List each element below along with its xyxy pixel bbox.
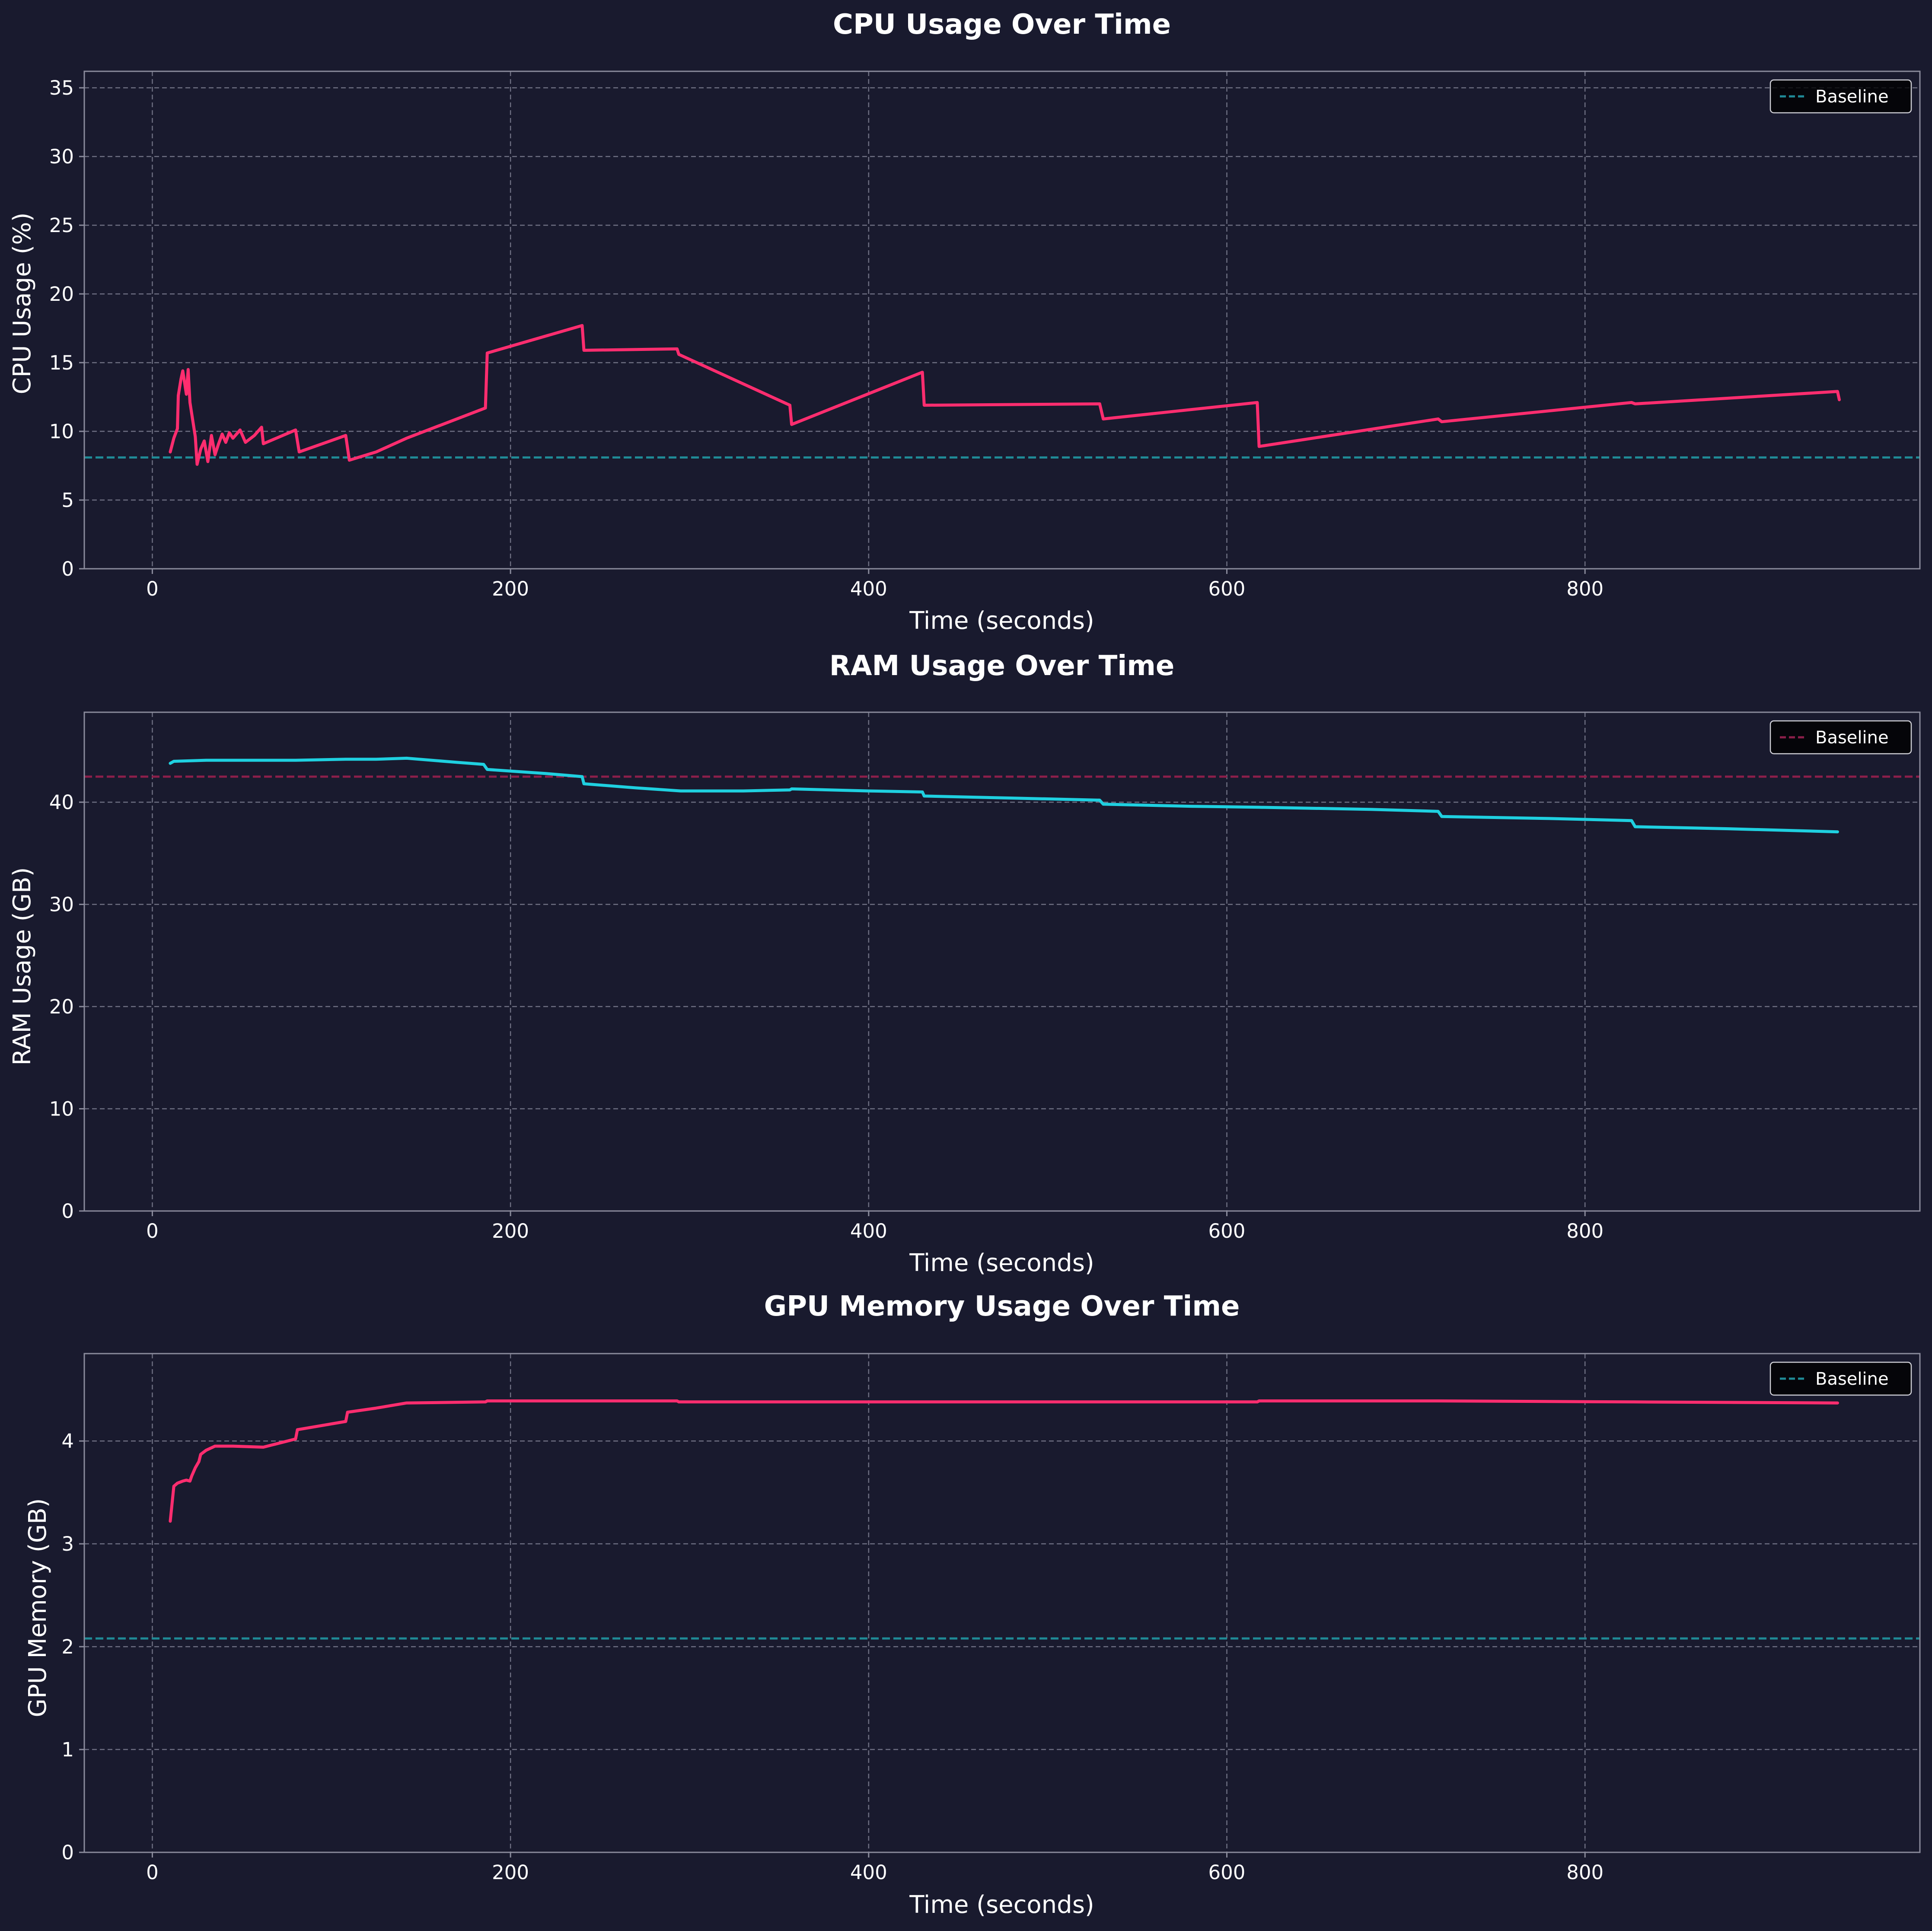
panel-gpu: GPU Memory Usage Over Time Time (seconds… bbox=[24, 1291, 1921, 1919]
ram-y-tick-label: 40 bbox=[49, 791, 74, 814]
ram-y-tick-label: 10 bbox=[49, 1098, 74, 1121]
gpu-x-tick-label: 800 bbox=[1566, 1861, 1604, 1884]
cpu-legend: Baseline bbox=[1769, 79, 1912, 114]
cpu-x-tick-label: 0 bbox=[146, 577, 159, 600]
ram-x-tick-label: 200 bbox=[492, 1220, 529, 1243]
gpu-legend: Baseline bbox=[1769, 1361, 1912, 1396]
gpu-legend-label: Baseline bbox=[1815, 1369, 1889, 1389]
gpu-y-tick-label: 4 bbox=[61, 1430, 74, 1453]
ram-y-axis-label: RAM Usage (GB) bbox=[8, 867, 36, 1066]
cpu-x-tick-label: 400 bbox=[850, 577, 887, 600]
ram-x-tick-label: 600 bbox=[1208, 1220, 1246, 1243]
gpu-axes-frame bbox=[83, 1353, 1921, 1853]
panel-ram: RAM Usage Over Time Time (seconds) RAM U… bbox=[8, 650, 1921, 1277]
cpu-chart-title: CPU Usage Over Time bbox=[833, 9, 1171, 41]
ram-plot-area bbox=[84, 712, 1920, 1211]
ram-x-tick-label: 400 bbox=[850, 1220, 887, 1243]
ram-y-tick-label: 20 bbox=[49, 995, 74, 1018]
cpu-y-tick-label: 10 bbox=[49, 420, 74, 443]
gpu-x-tick-label: 0 bbox=[146, 1861, 159, 1884]
cpu-series-line bbox=[169, 324, 1841, 466]
cpu-axes-frame bbox=[83, 70, 1921, 570]
cpu-y-tick-label: 5 bbox=[61, 489, 74, 512]
gpu-chart-title: GPU Memory Usage Over Time bbox=[764, 1291, 1240, 1322]
cpu-y-tick-label: 15 bbox=[49, 351, 74, 374]
cpu-x-tick-label: 200 bbox=[492, 577, 529, 600]
ram-series-line bbox=[169, 756, 1839, 834]
ram-y-tick-label: 0 bbox=[61, 1200, 74, 1223]
ram-legend-label: Baseline bbox=[1815, 728, 1889, 748]
ram-axes-frame bbox=[83, 711, 1921, 1212]
ram-legend-box bbox=[1769, 720, 1912, 755]
ram-x-tick-label: 800 bbox=[1566, 1220, 1604, 1243]
gpu-y-axis-label: GPU Memory (GB) bbox=[24, 1498, 52, 1717]
cpu-legend-box bbox=[1769, 79, 1912, 114]
cpu-y-tick-label: 20 bbox=[49, 283, 74, 306]
gpu-x-tick-label: 400 bbox=[850, 1861, 887, 1884]
cpu-legend-label: Baseline bbox=[1815, 87, 1889, 107]
ram-legend: Baseline bbox=[1769, 720, 1912, 755]
cpu-plot-area bbox=[84, 71, 1920, 569]
gpu-x-tick-label: 200 bbox=[492, 1861, 529, 1884]
cpu-y-tick-label: 30 bbox=[49, 145, 74, 168]
panel-cpu: CPU Usage Over Time Time (seconds) CPU U… bbox=[8, 9, 1921, 635]
ram-x-tick-label: 0 bbox=[146, 1220, 159, 1243]
gpu-y-tick-label: 1 bbox=[61, 1738, 74, 1761]
gpu-plot-area bbox=[84, 1354, 1920, 1852]
gpu-x-tick-label: 600 bbox=[1208, 1861, 1246, 1884]
gpu-x-axis-label: Time (seconds) bbox=[909, 1891, 1094, 1919]
ram-y-tick-label: 30 bbox=[49, 893, 74, 916]
cpu-y-tick-label: 0 bbox=[61, 558, 74, 580]
ram-x-axis-label: Time (seconds) bbox=[909, 1249, 1094, 1277]
gpu-y-tick-label: 2 bbox=[61, 1635, 74, 1658]
cpu-x-tick-label: 600 bbox=[1208, 577, 1246, 600]
cpu-y-axis-label: CPU Usage (%) bbox=[8, 213, 36, 395]
ram-chart-title: RAM Usage Over Time bbox=[829, 650, 1175, 682]
cpu-x-tick-label: 800 bbox=[1566, 577, 1604, 600]
gpu-y-tick-label: 0 bbox=[61, 1841, 74, 1864]
cpu-y-tick-label: 35 bbox=[49, 76, 74, 99]
cpu-x-axis-label: Time (seconds) bbox=[909, 607, 1094, 635]
gpu-series-line bbox=[169, 1399, 1839, 1523]
gpu-y-tick-label: 3 bbox=[61, 1533, 74, 1555]
cpu-y-tick-label: 25 bbox=[49, 214, 74, 237]
gpu-legend-box bbox=[1769, 1361, 1912, 1396]
